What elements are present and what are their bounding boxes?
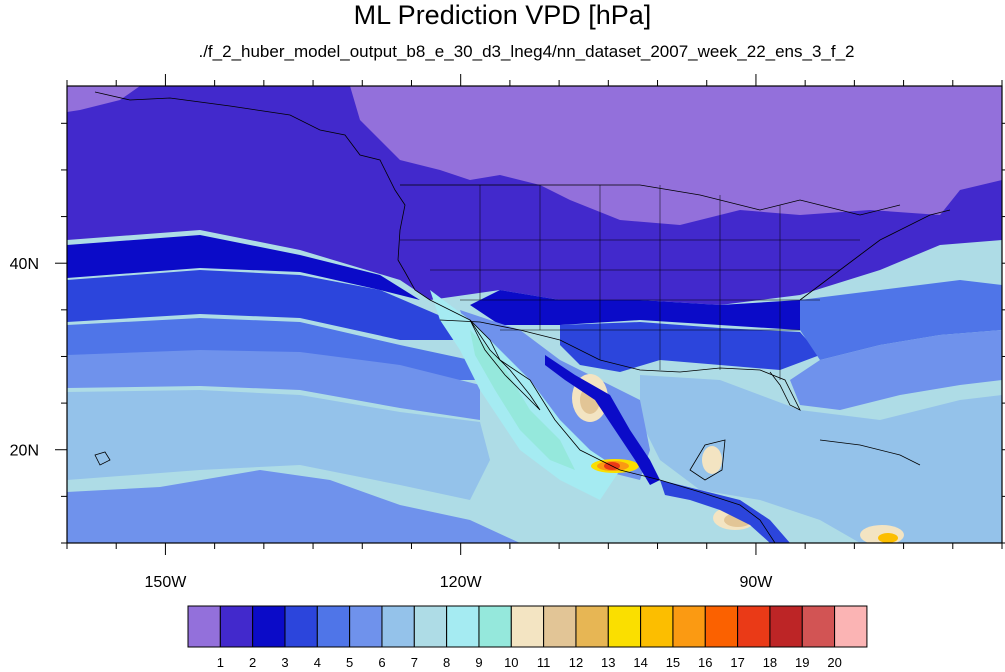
- x-tick-label: 150W: [145, 574, 188, 591]
- field-band-7: [67, 390, 490, 500]
- colorbar-label: 6: [378, 655, 385, 670]
- colorbar-label: 8: [443, 655, 450, 670]
- colorbar-swatch: [607, 605, 642, 648]
- colorbar-label: 16: [698, 655, 712, 670]
- state-lines: [400, 185, 860, 380]
- colorbar-label: 15: [666, 655, 680, 670]
- coastline-yucatan: [689, 439, 726, 481]
- field-band-10: [470, 330, 575, 470]
- field-band-11-yucatan: [702, 446, 722, 474]
- colorbar-swatch: [478, 605, 512, 648]
- border-us-canada: [400, 184, 901, 216]
- colorbar-swatch: [510, 605, 545, 648]
- coastline-hawaii: [94, 451, 111, 466]
- colorbar-swatch: [349, 605, 383, 648]
- colorbar-label: 7: [411, 655, 418, 670]
- plot-frame: [66, 85, 1003, 544]
- coastlines: [94, 91, 951, 543]
- x-tick-label: 90W: [739, 574, 773, 591]
- field-band-3: [67, 235, 420, 300]
- colorbar-label: 20: [827, 655, 841, 670]
- coastline-atlantic: [799, 209, 951, 301]
- colorbar-label: 18: [763, 655, 777, 670]
- map-subtitle: ./f_2_huber_model_output_b8_e_30_d3_lneg…: [198, 42, 855, 61]
- field-band-6-south: [67, 470, 520, 543]
- colorbar-label: 17: [730, 655, 744, 670]
- colorbar-swatch: [575, 605, 609, 648]
- field-band-7-carib: [640, 375, 1002, 543]
- colorbar-swatch: [704, 605, 739, 648]
- field-band-6-atl: [790, 330, 1002, 410]
- colorbar-swatch: [801, 605, 836, 648]
- field-band-1: [350, 86, 1002, 225]
- field-band-3-central-america: [660, 480, 790, 543]
- colorbar-label: 11: [537, 655, 551, 670]
- colorbar-label: 3: [281, 655, 288, 670]
- colorbar-label: 9: [475, 655, 482, 670]
- field-band-14-venezuela: [878, 533, 898, 543]
- coastline-baja: [469, 319, 541, 411]
- colorbar-swatch: [219, 605, 254, 648]
- colorbar-swatch: [187, 605, 221, 648]
- colorbar-label: 14: [633, 655, 647, 670]
- colorbar-swatch: [252, 605, 286, 648]
- colorbar-label: 2: [249, 655, 256, 670]
- x-tick-label: 120W: [440, 574, 483, 591]
- colorbar-swatch: [316, 605, 351, 648]
- colorbar-swatch: [672, 605, 706, 648]
- colorbar-swatch: [543, 605, 577, 648]
- field-band-4-gulf: [560, 322, 820, 372]
- field-band-5-atl: [800, 280, 1002, 360]
- colorbar-label: 12: [569, 655, 583, 670]
- coastline-cuba: [819, 439, 921, 466]
- colorbar: 1 2 3 4 5 6 7 8 9 10 11 12 13 14 15 16 17 18 19 20: [187, 605, 868, 670]
- colorbar-swatch: [413, 605, 448, 648]
- colorbar-label: 1: [217, 655, 224, 670]
- field-band-1-nw: [67, 86, 140, 112]
- colorbar-swatch: [640, 605, 674, 648]
- colorbar-label: 4: [314, 655, 321, 670]
- field-band-3-sierra: [545, 355, 660, 485]
- contour-field: [67, 86, 1002, 543]
- colorbar-swatch: [834, 605, 868, 648]
- colorbar-label: 19: [795, 655, 809, 670]
- colorbar-swatch: [284, 605, 318, 648]
- colorbar-swatch: [769, 605, 803, 648]
- colorbar-label: 13: [601, 655, 615, 670]
- field-band-6: [67, 350, 480, 420]
- colorbar-swatch: [737, 605, 771, 648]
- colorbar-swatch: [446, 605, 480, 648]
- x-axis: 150W 120W 90W: [66, 74, 1003, 591]
- map-title: ML Prediction VPD [hPa]: [353, 0, 652, 30]
- coastline-gulf: [599, 359, 801, 411]
- colorbar-swatch: [381, 605, 415, 648]
- y-axis: 40N 20N: [10, 122, 1005, 544]
- y-tick-label: 40N: [10, 256, 39, 273]
- field-band-6-mexico: [460, 310, 650, 480]
- colorbar-label: 5: [346, 655, 353, 670]
- field-band-4: [67, 270, 480, 340]
- y-tick-label: 20N: [10, 443, 39, 460]
- colorbar-label: 10: [504, 655, 518, 670]
- coastline-north-america: [94, 91, 776, 543]
